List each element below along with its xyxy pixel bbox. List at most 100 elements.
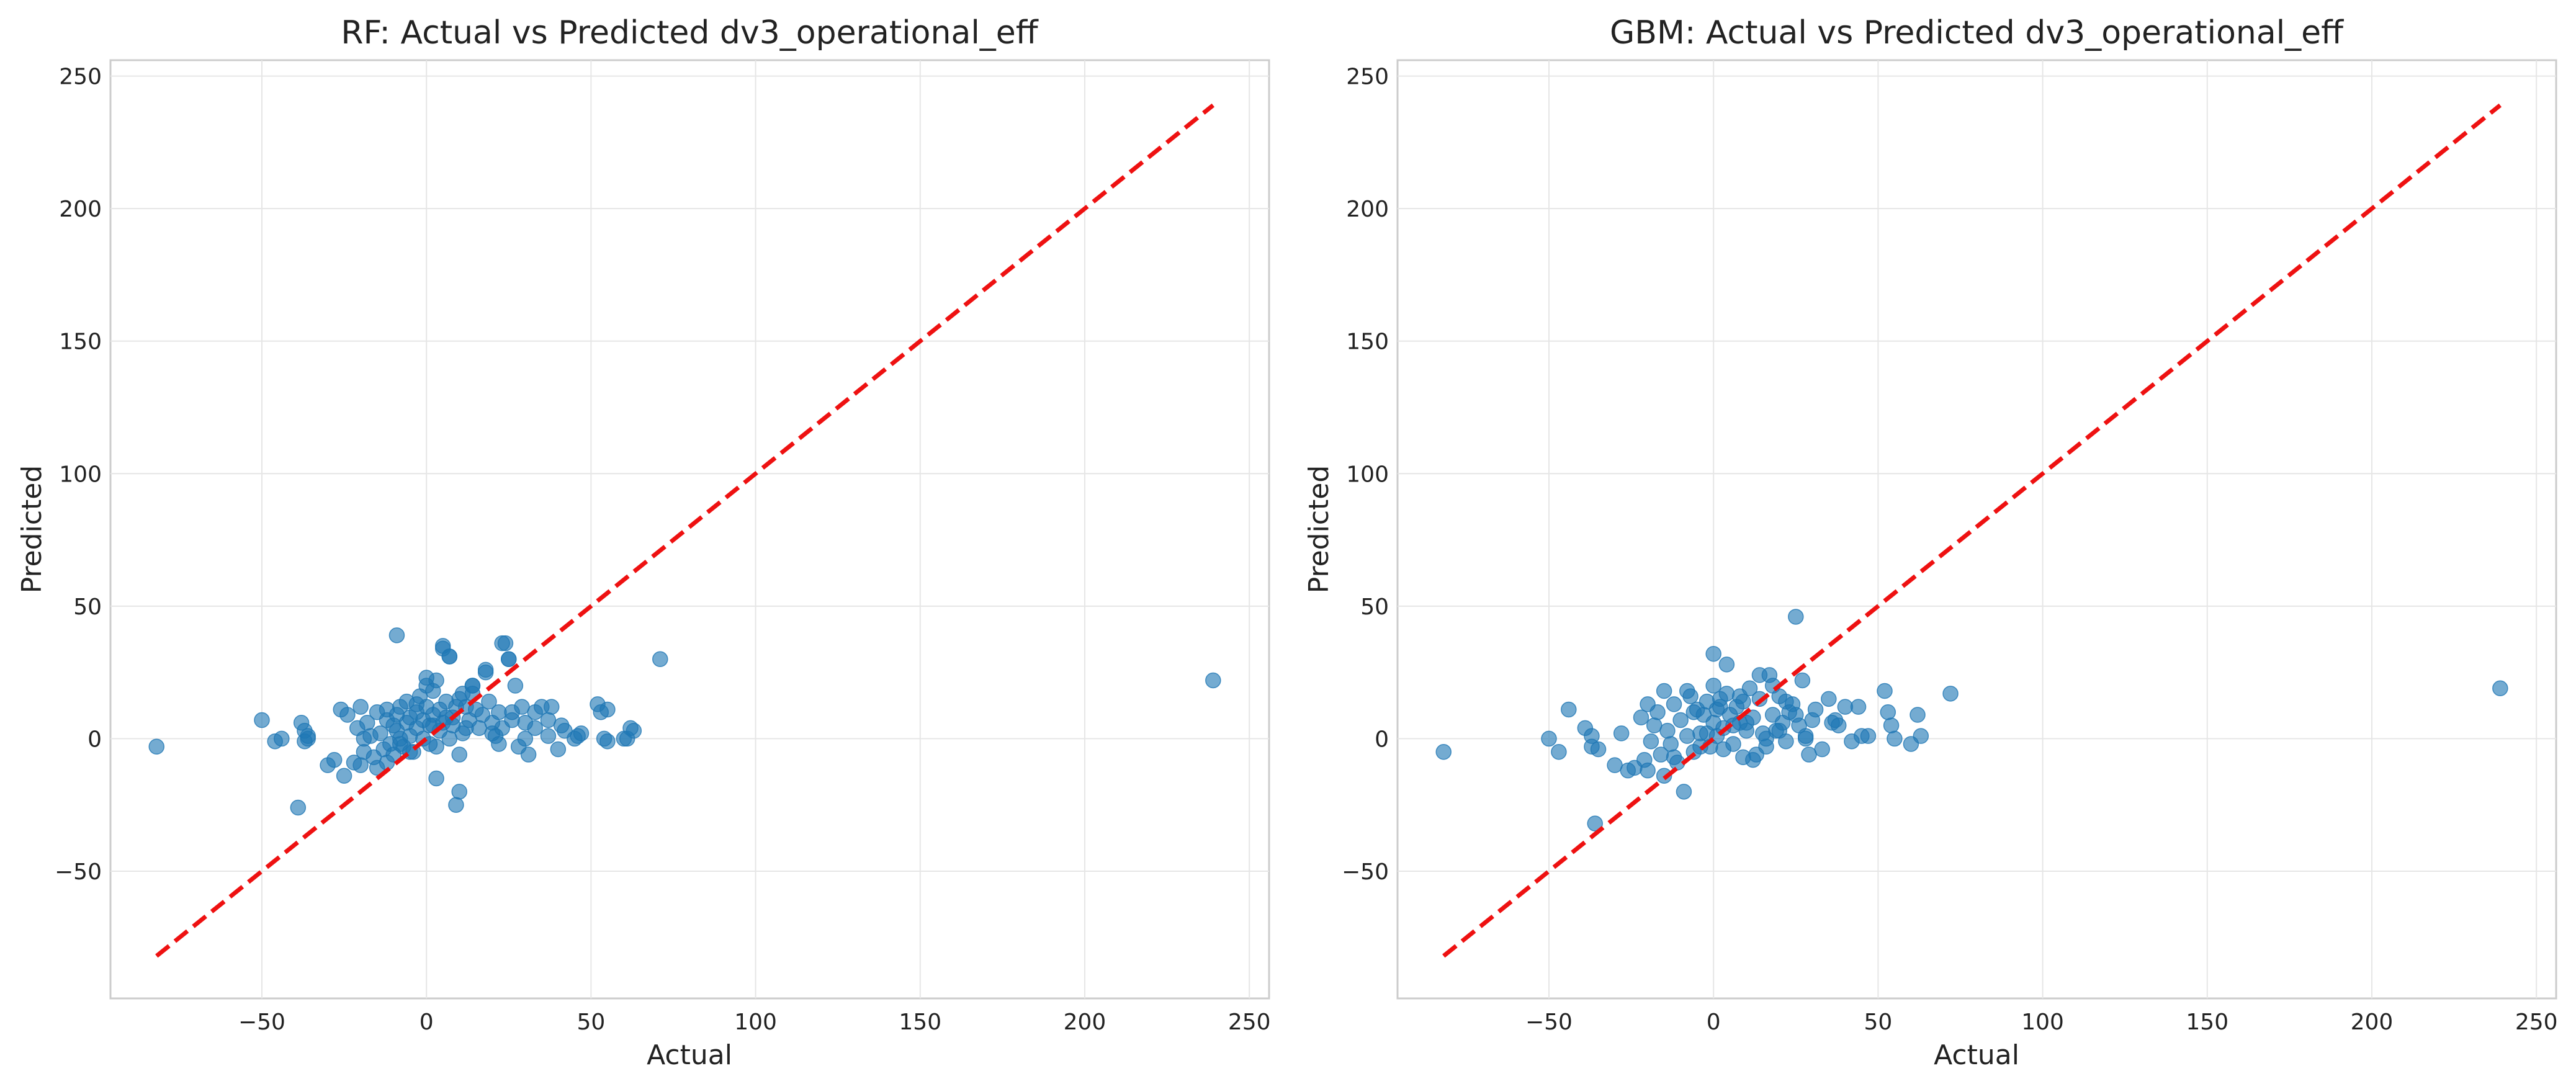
y-tick-label: 50	[73, 594, 102, 620]
data-point	[1613, 725, 1630, 742]
data-point	[148, 738, 165, 755]
data-point	[1877, 683, 1893, 699]
data-point	[1913, 728, 1929, 744]
data-point	[1801, 746, 1817, 763]
data-point	[1883, 717, 1900, 733]
y-tick-label: −50	[55, 859, 102, 885]
data-point	[550, 741, 567, 758]
x-tick-label: 50	[1864, 1010, 1892, 1035]
data-point	[481, 693, 497, 710]
data-point	[441, 730, 458, 747]
data-point	[1788, 707, 1804, 723]
data-point	[369, 760, 385, 776]
x-tick-label: 0	[420, 1010, 434, 1035]
y-tick-label: 0	[88, 727, 102, 752]
x-tick-label: 150	[2186, 1010, 2228, 1035]
data-point	[540, 712, 557, 728]
data-point	[1656, 683, 1672, 699]
x-tick-label: 50	[577, 1010, 605, 1035]
data-point	[1821, 691, 1837, 707]
y-tick-label: 250	[59, 65, 102, 90]
data-point	[517, 730, 534, 747]
data-point	[540, 728, 557, 744]
data-point	[652, 651, 668, 668]
data-point	[1679, 683, 1695, 699]
data-point	[527, 720, 543, 737]
data-point	[408, 696, 425, 712]
data-point	[1705, 645, 1721, 662]
data-point	[507, 678, 524, 694]
data-point	[1640, 762, 1656, 779]
data-point	[428, 738, 444, 755]
data-point	[471, 720, 487, 737]
x-tick-label: 0	[1707, 1010, 1721, 1035]
data-point	[1718, 657, 1735, 673]
data-point	[1715, 741, 1731, 758]
data-point	[619, 730, 635, 747]
data-point	[320, 757, 336, 773]
data-point	[451, 784, 467, 800]
data-point	[477, 664, 494, 681]
data-point	[599, 701, 616, 718]
data-point	[570, 728, 586, 744]
data-point	[1646, 717, 1663, 733]
y-tick-label: 100	[1346, 462, 1389, 487]
data-point	[1837, 699, 1854, 715]
y-tick-label: 200	[59, 197, 102, 222]
x-tick-label: 100	[734, 1010, 777, 1035]
data-point	[543, 699, 560, 715]
x-tick-label: 200	[2351, 1010, 2394, 1035]
data-point	[1778, 693, 1794, 710]
data-points	[1435, 609, 2508, 831]
data-point	[501, 651, 517, 668]
data-point	[1814, 741, 1830, 758]
y-tick-label: 50	[1360, 594, 1389, 620]
x-tick-label: −50	[238, 1010, 285, 1035]
data-point	[333, 701, 349, 718]
data-point	[1672, 712, 1689, 728]
rf-scatter-chart: −50 0 50 100 150 200 250 −50 0 50 100 150 200 250 RF:…	[16, 14, 1271, 1071]
data-point	[520, 746, 537, 763]
data-point	[494, 635, 510, 652]
ticks: −50 0 50 100 150 200 250 −50 0 50 100 150 200 250	[1342, 65, 2558, 1035]
data-point	[1643, 733, 1659, 750]
data-point	[1666, 749, 1682, 766]
data-point	[1807, 701, 1824, 718]
identity-reference-line	[1442, 103, 2502, 958]
data-point	[1705, 678, 1721, 694]
data-point	[1745, 751, 1761, 768]
data-point	[1712, 699, 1728, 715]
data-point	[1854, 728, 1870, 744]
data-point	[599, 733, 616, 750]
data-point	[1942, 686, 1959, 702]
data-point	[1551, 744, 1567, 760]
y-tick-label: 200	[1346, 197, 1389, 222]
data-point	[1771, 722, 1788, 739]
x-tick-label: 200	[1064, 1010, 1106, 1035]
data-point	[1561, 701, 1577, 718]
data-point	[504, 704, 520, 720]
identity-line	[1442, 103, 2502, 958]
gridlines	[110, 60, 1269, 998]
y-tick-label: 150	[1346, 329, 1389, 355]
data-points	[148, 627, 1221, 816]
data-point	[1887, 730, 1903, 747]
x-tick-label: 150	[899, 1010, 941, 1035]
data-point	[1633, 709, 1649, 726]
y-tick-label: 100	[59, 462, 102, 487]
data-point	[458, 720, 474, 737]
data-point	[1679, 728, 1695, 744]
data-point	[1699, 725, 1715, 742]
data-point	[2492, 680, 2508, 697]
data-point	[1435, 744, 1452, 760]
x-tick-label: 250	[1228, 1010, 1271, 1035]
data-point	[372, 725, 388, 742]
data-point	[448, 797, 464, 813]
x-axis-label: Actual	[647, 1039, 732, 1071]
x-tick-label: 100	[2021, 1010, 2064, 1035]
identity-reference-line	[155, 103, 1215, 958]
y-axis-label: Predicted	[16, 465, 48, 594]
y-tick-label: 0	[1375, 727, 1389, 752]
data-point	[1794, 672, 1811, 689]
